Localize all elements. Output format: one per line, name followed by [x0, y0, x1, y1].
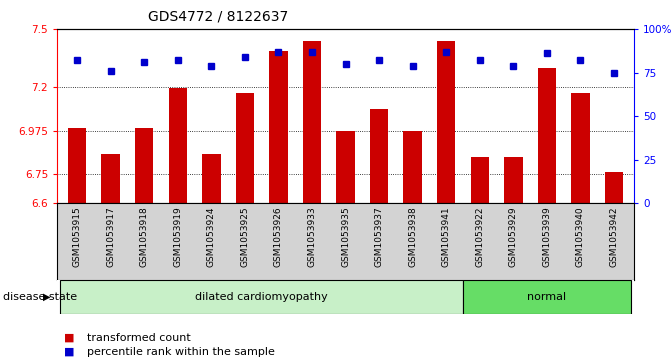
Bar [605, 172, 623, 203]
Bar [537, 68, 556, 203]
Bar [236, 93, 254, 203]
Text: ▶: ▶ [43, 292, 50, 302]
Text: GSM1053939: GSM1053939 [542, 206, 552, 267]
Text: GSM1053917: GSM1053917 [106, 206, 115, 267]
Bar [101, 154, 120, 203]
Text: disease state: disease state [3, 292, 77, 302]
Text: dilated cardiomyopathy: dilated cardiomyopathy [195, 292, 328, 302]
Bar [168, 88, 187, 203]
Text: GSM1053924: GSM1053924 [207, 206, 216, 267]
Bar [135, 128, 154, 203]
Text: GSM1053941: GSM1053941 [442, 206, 451, 267]
Bar [504, 157, 523, 203]
Bar [571, 93, 590, 203]
Text: GSM1053937: GSM1053937 [374, 206, 384, 267]
Text: GDS4772 / 8122637: GDS4772 / 8122637 [148, 9, 288, 23]
Text: GSM1053938: GSM1053938 [408, 206, 417, 267]
Bar [60, 280, 463, 314]
Text: GSM1053918: GSM1053918 [140, 206, 149, 267]
Text: normal: normal [527, 292, 566, 302]
Text: ■: ■ [64, 333, 74, 343]
Bar [303, 41, 321, 203]
Text: GSM1053929: GSM1053929 [509, 206, 518, 267]
Bar [463, 280, 631, 314]
Bar [403, 131, 422, 203]
Text: GSM1053925: GSM1053925 [240, 206, 250, 267]
Bar [470, 157, 489, 203]
Bar [437, 41, 456, 203]
Text: GSM1053942: GSM1053942 [609, 206, 619, 267]
Bar [370, 109, 389, 203]
Text: GSM1053935: GSM1053935 [341, 206, 350, 267]
Text: ■: ■ [64, 347, 74, 357]
Text: GSM1053922: GSM1053922 [475, 206, 484, 267]
Bar [269, 51, 288, 203]
Text: percentile rank within the sample: percentile rank within the sample [87, 347, 275, 357]
Text: GSM1053919: GSM1053919 [173, 206, 183, 267]
Text: GSM1053940: GSM1053940 [576, 206, 585, 267]
Text: transformed count: transformed count [87, 333, 191, 343]
Text: GSM1053933: GSM1053933 [307, 206, 317, 267]
Text: GSM1053926: GSM1053926 [274, 206, 283, 267]
Text: GSM1053915: GSM1053915 [72, 206, 82, 267]
Bar [336, 131, 355, 203]
Bar [68, 128, 87, 203]
Bar [202, 154, 221, 203]
